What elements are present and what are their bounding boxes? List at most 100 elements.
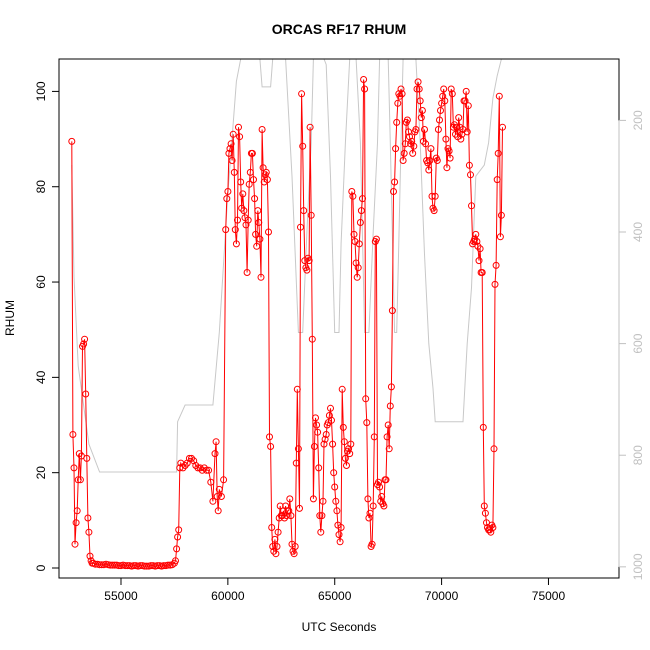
rhum-point (207, 478, 215, 486)
rhum-point (245, 180, 253, 188)
rhum-point (73, 507, 81, 515)
rhum-point (234, 216, 241, 224)
rhum-point (382, 476, 390, 484)
rhum-point (337, 524, 345, 531)
rhum-point (293, 385, 301, 393)
rhum-point (443, 164, 451, 172)
rhum-point (372, 235, 380, 243)
x-tick-label: 75000 (532, 589, 566, 603)
rhum-point (497, 211, 505, 219)
rhum-point (253, 242, 261, 250)
rhum-point (366, 509, 374, 517)
rhum-point (364, 495, 372, 503)
rhum-point (313, 421, 321, 429)
rhum-point (327, 404, 334, 412)
rhum-point (243, 269, 251, 276)
rhum-point (80, 340, 88, 348)
rhum-point (340, 438, 348, 446)
rhum-point (303, 266, 311, 274)
y-axis-left: 0 20 40 60 80 100 (34, 81, 60, 571)
rhum-point (348, 188, 356, 195)
x-tick-label: 70000 (425, 589, 459, 603)
rhum-point (257, 273, 265, 281)
rhum-point (380, 502, 388, 510)
rhum-point (489, 524, 497, 531)
rhum-point (421, 126, 428, 133)
rhum-point (478, 269, 486, 276)
rhum-point (431, 192, 439, 200)
rhum-point (83, 454, 91, 462)
rhum-point (339, 423, 347, 431)
rhum-point (360, 76, 368, 83)
rhum-point (396, 92, 404, 100)
rhum-point (211, 450, 219, 458)
rhum-point (314, 428, 322, 436)
rhum-point (440, 85, 448, 93)
rhum-point (426, 157, 434, 164)
rhum-point (240, 207, 248, 215)
rhum-point (385, 445, 393, 453)
rhum-point (442, 135, 450, 143)
rhum-point (269, 543, 277, 550)
rhum-point (84, 514, 92, 522)
rhum-point (446, 154, 454, 162)
rhum-point (418, 107, 426, 114)
x-axis-label: UTC Seconds (302, 620, 377, 634)
rhum-point (213, 493, 221, 500)
rhum-point (82, 390, 90, 398)
rhum-point (468, 202, 475, 210)
y-axis-label: RHUM (3, 300, 17, 336)
rhum-point (76, 476, 84, 484)
rhum-point (255, 219, 263, 226)
rhum-point (400, 149, 408, 157)
rhum-point (214, 507, 222, 515)
rhum-point (365, 514, 373, 522)
rhum-point (333, 507, 341, 515)
rhum-point (375, 478, 382, 486)
rhum-point (436, 116, 443, 124)
rhum-point (69, 431, 77, 438)
rhum-point (274, 528, 282, 536)
rhum-point (232, 240, 240, 248)
rhum-point (496, 233, 504, 241)
y-tick-label: 100 (34, 81, 48, 101)
rhum-point (354, 264, 362, 272)
rhum-point (228, 157, 236, 164)
rhum-point (287, 512, 295, 520)
rhum-point (336, 538, 344, 546)
rhum-point (475, 257, 483, 265)
rhum-point (463, 128, 471, 136)
rhum-point (332, 497, 340, 505)
rhum-point (480, 502, 488, 510)
rhum-point (401, 140, 409, 148)
rhum-point (254, 207, 262, 215)
rhum-point (286, 495, 294, 503)
rhum-point (209, 497, 217, 505)
rhum-point (212, 438, 220, 446)
rhum-point (476, 245, 484, 253)
rhum-point (68, 137, 76, 145)
y-tick-label: 80 (34, 180, 48, 194)
y-axis-right: 200 400 600 800 1000 (618, 110, 645, 580)
rhum-point (409, 149, 417, 157)
rhum-point (419, 137, 427, 145)
rhum-point (397, 85, 405, 93)
rhum-point (465, 161, 473, 169)
rhum-point (223, 195, 231, 203)
rhum-point (445, 147, 453, 155)
y2-tick-label: 600 (631, 333, 645, 353)
rhum-series-line (71, 79, 503, 567)
rhum-point (291, 543, 299, 550)
rhum-point (258, 126, 266, 133)
rhum-point (292, 459, 300, 467)
rhum-point (81, 335, 89, 343)
chart-title: ORCAS RF17 RHUM (272, 21, 407, 37)
rhum-point (363, 419, 371, 427)
rhum-point (467, 171, 474, 179)
rhum-point (387, 383, 395, 391)
rhum-point (462, 87, 470, 95)
rhum-point (353, 273, 361, 281)
rhum-point (250, 176, 257, 184)
rhum-point (271, 535, 279, 543)
